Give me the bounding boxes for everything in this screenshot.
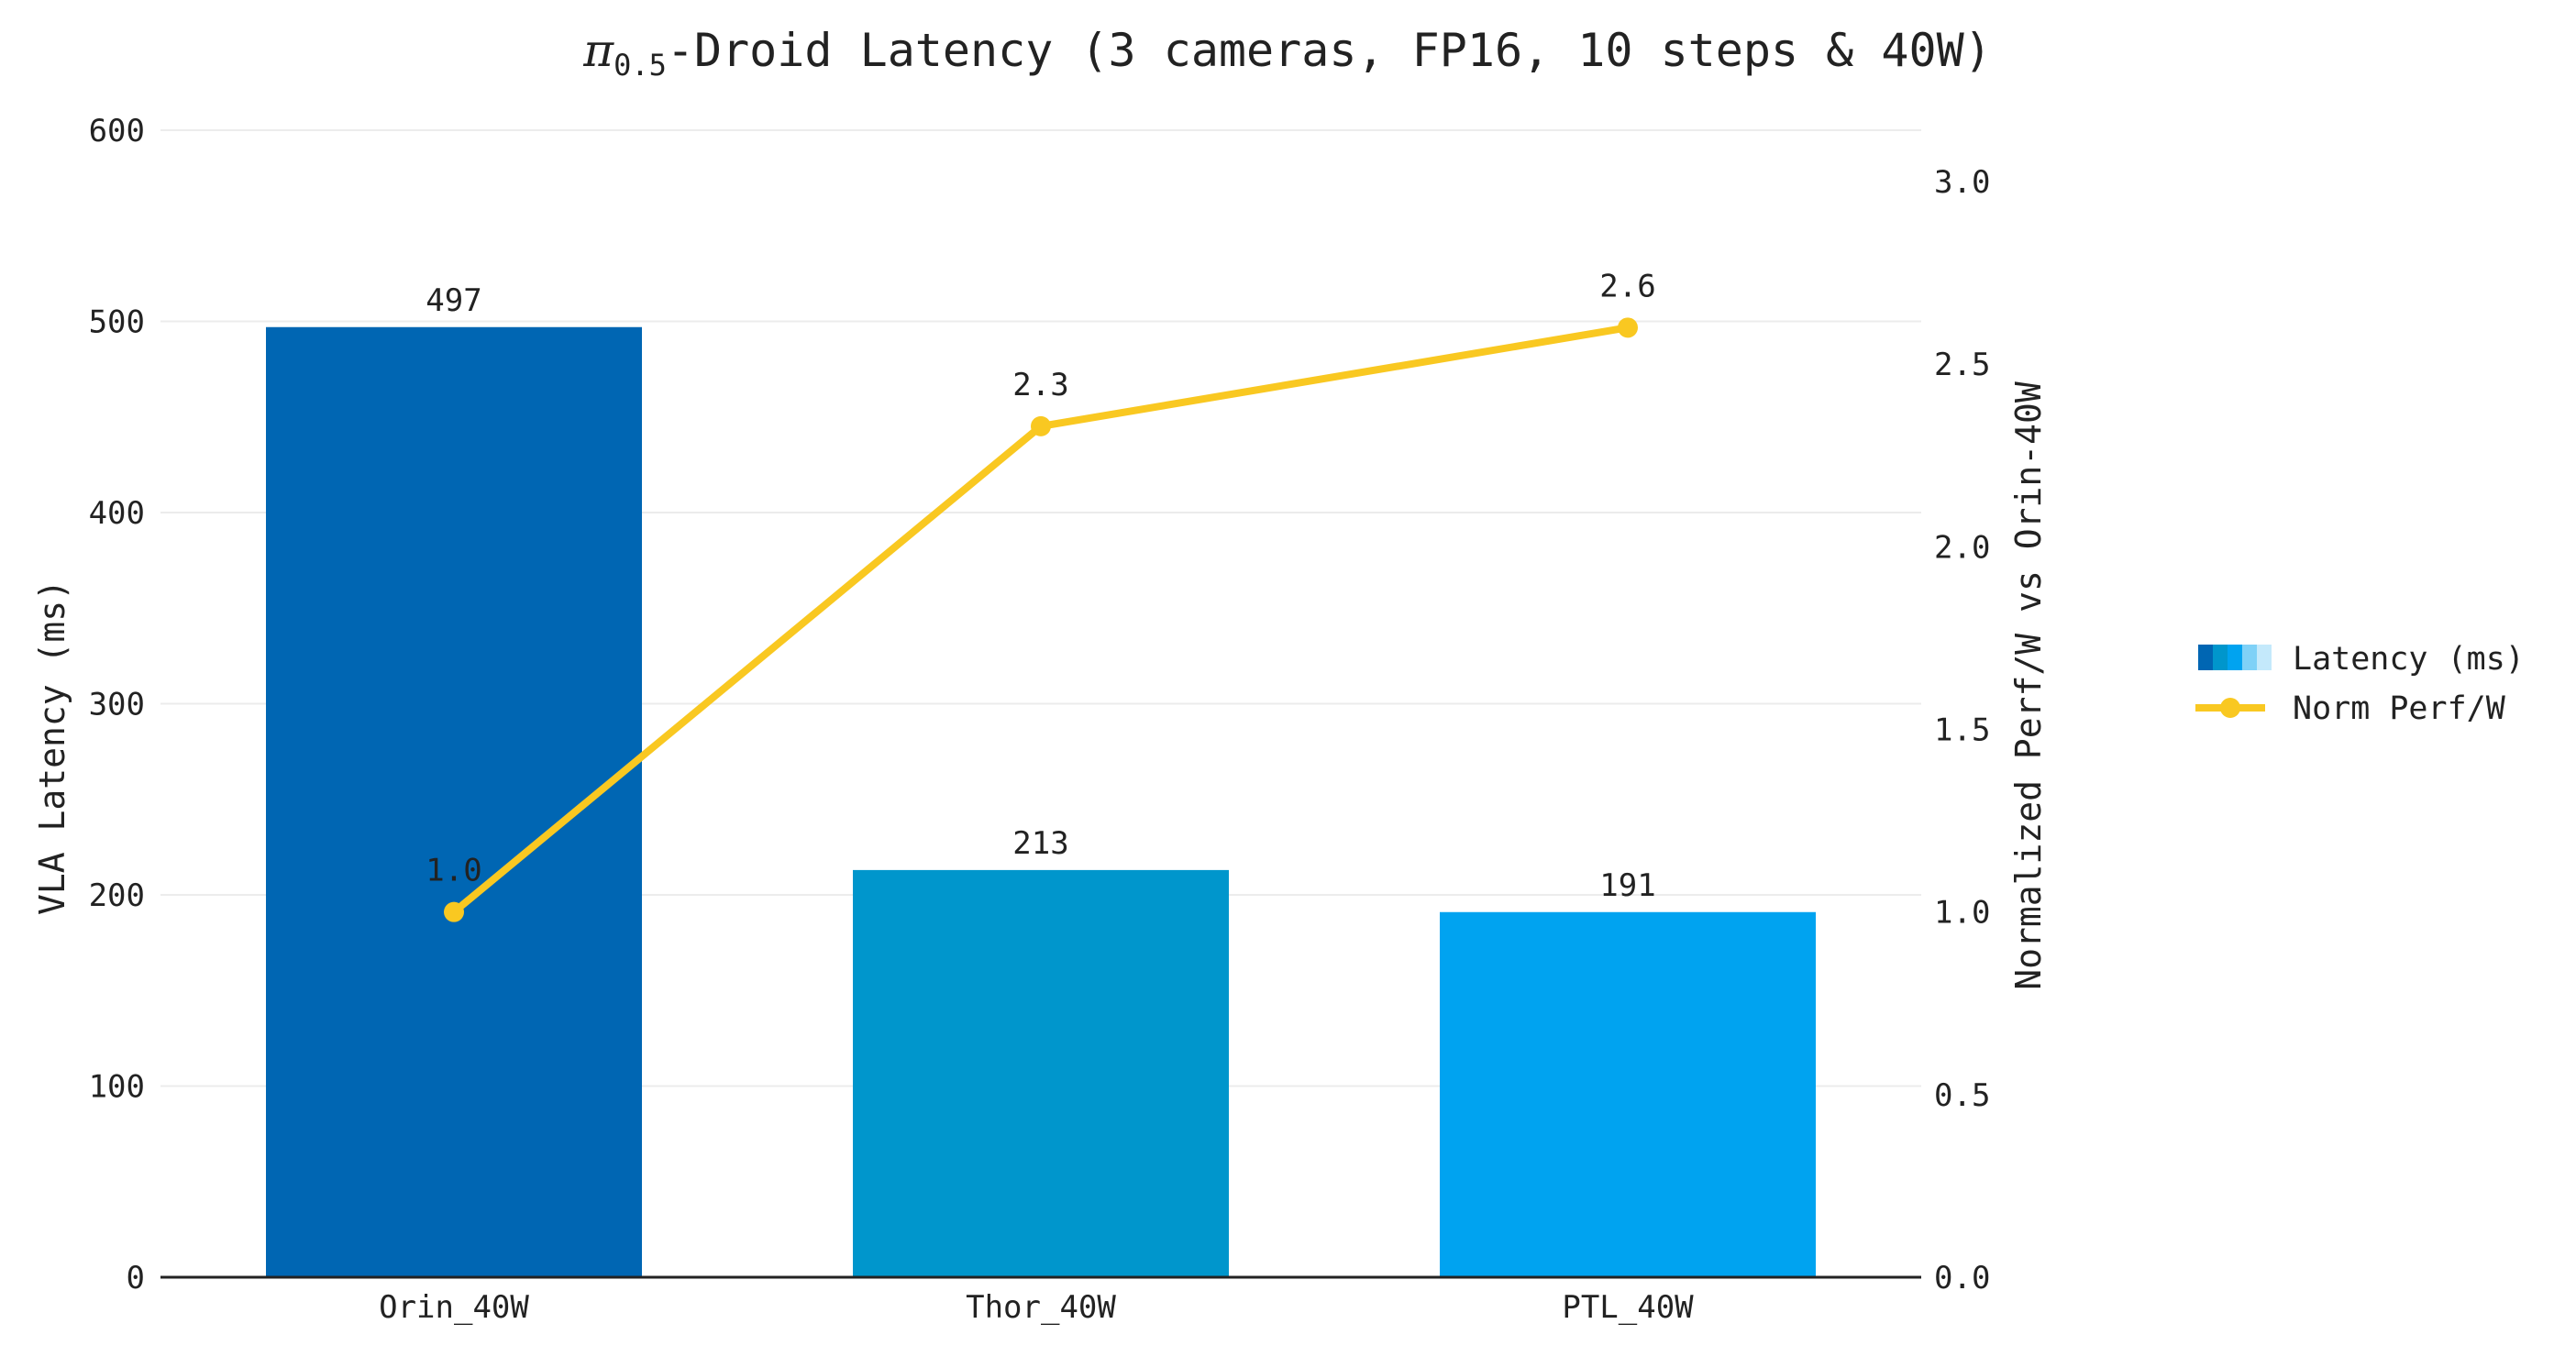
right-axis-title: Normalized Perf/W vs Orin-40W [2008,381,2049,990]
legend-swatch-marker [2220,698,2240,718]
title-symbol: π [582,24,614,77]
bar-value-label: 497 [426,282,481,319]
chart-title: π0.5-Droid Latency (3 cameras, FP16, 10 … [582,24,1992,83]
right-tick-label: 0.0 [1934,1260,1990,1296]
right-tick-label: 1.0 [1934,895,1990,932]
title-rest: -Droid Latency (3 cameras, FP16, 10 step… [667,24,1992,77]
line-value-label: 2.6 [1599,268,1655,304]
legend-label-latency: Latency (ms) [2293,641,2525,678]
legend-swatch-latency-1 [2198,645,2213,670]
left-tick-label: 600 [89,113,145,149]
right-tick-label: 0.5 [1934,1077,1990,1114]
bar-value-label: 213 [1012,825,1068,862]
norm-perf-point[interactable] [444,901,464,922]
norm-perf-point[interactable] [1618,317,1638,338]
x-tick-label: PTL_40W [1562,1289,1694,1326]
left-tick-label: 200 [89,877,145,914]
right-tick-label: 2.5 [1934,347,1990,383]
left-tick-label: 400 [89,495,145,532]
left-tick-label: 100 [89,1069,145,1106]
left-tick-label: 300 [89,687,145,723]
x-tick-label: Thor_40W [966,1289,1116,1326]
bars [266,326,1816,1277]
x-axis-ticks: Orin_40W Thor_40W PTL_40W [379,1289,1694,1326]
norm-perf-point[interactable] [1031,415,1051,436]
legend[interactable]: Latency (ms) Norm Perf/W [2195,641,2525,727]
legend-item-norm-perf[interactable]: Norm Perf/W [2195,690,2506,727]
legend-item-latency[interactable]: Latency (ms) [2198,641,2525,678]
x-tick-label: Orin_40W [379,1289,529,1326]
right-tick-label: 1.5 [1934,712,1990,749]
right-tick-label: 3.0 [1934,164,1990,201]
legend-swatch-latency-5 [2257,645,2272,670]
bar[interactable] [853,869,1229,1277]
line-value-label: 2.3 [1012,367,1068,403]
legend-swatch-latency-4 [2242,645,2257,670]
data-labels: 497 213 191 1.0 2.3 2.6 [426,268,1655,903]
line-value-label: 1.0 [426,853,481,889]
bar[interactable] [266,326,642,1277]
left-axis-title: VLA Latency (ms) [32,579,72,915]
bar-value-label: 191 [1599,867,1655,904]
right-axis-ticks: 0.0 0.5 1.0 1.5 2.0 2.5 3.0 [1934,164,1990,1296]
left-axis-ticks: 0 100 200 300 400 500 600 [89,113,145,1296]
title-subscript: 0.5 [614,48,667,83]
bar[interactable] [1440,911,1816,1277]
legend-label-norm-perf: Norm Perf/W [2293,690,2506,727]
legend-swatch-latency-2 [2213,645,2228,670]
line-series [444,317,1638,922]
left-tick-label: 500 [89,304,145,341]
right-tick-label: 2.0 [1934,529,1990,566]
legend-swatch-latency-3 [2228,645,2242,670]
left-tick-label: 0 [127,1260,145,1296]
